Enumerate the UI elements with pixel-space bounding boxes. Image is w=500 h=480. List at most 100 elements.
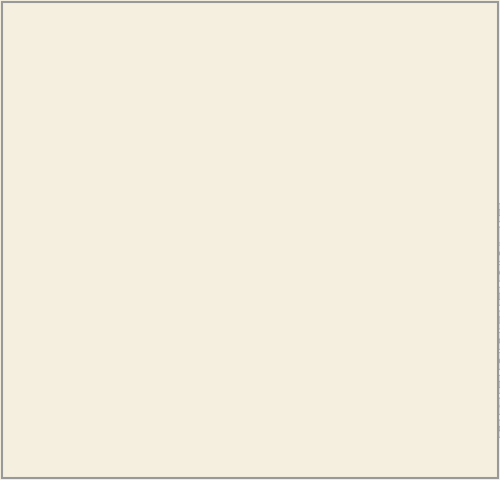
Circle shape <box>318 363 324 370</box>
Bar <box>326 338 334 339</box>
Circle shape <box>426 356 444 374</box>
Circle shape <box>54 315 60 322</box>
Circle shape <box>427 297 441 311</box>
Ellipse shape <box>340 314 342 317</box>
Circle shape <box>288 219 306 237</box>
Circle shape <box>380 289 388 298</box>
Circle shape <box>246 422 264 440</box>
Polygon shape <box>314 274 320 280</box>
Circle shape <box>92 197 110 216</box>
Ellipse shape <box>340 323 342 326</box>
Circle shape <box>5 351 23 369</box>
Circle shape <box>30 200 48 218</box>
Circle shape <box>394 322 402 330</box>
Circle shape <box>298 294 304 300</box>
Circle shape <box>466 199 484 216</box>
Circle shape <box>362 337 369 343</box>
Circle shape <box>202 330 220 348</box>
Circle shape <box>496 317 500 323</box>
Circle shape <box>95 355 113 373</box>
Circle shape <box>446 292 464 310</box>
Circle shape <box>278 289 288 299</box>
Circle shape <box>122 295 128 301</box>
Circle shape <box>400 249 406 254</box>
Circle shape <box>334 316 342 324</box>
Circle shape <box>470 229 476 235</box>
Ellipse shape <box>332 319 335 321</box>
Circle shape <box>376 290 388 302</box>
Circle shape <box>317 246 335 264</box>
Circle shape <box>431 301 438 307</box>
Ellipse shape <box>334 314 336 317</box>
Circle shape <box>323 333 337 347</box>
Circle shape <box>134 271 152 288</box>
Circle shape <box>79 314 91 326</box>
Circle shape <box>266 289 284 307</box>
Circle shape <box>315 335 333 353</box>
Circle shape <box>385 232 391 239</box>
Circle shape <box>380 294 384 299</box>
Bar <box>321 301 329 302</box>
Circle shape <box>432 293 439 300</box>
Circle shape <box>461 336 469 344</box>
Circle shape <box>429 385 436 391</box>
Circle shape <box>277 360 283 367</box>
Circle shape <box>419 283 433 297</box>
Circle shape <box>396 301 404 309</box>
Circle shape <box>358 254 363 259</box>
Circle shape <box>272 294 278 300</box>
Text: Stromal cells: Stromal cells <box>350 341 400 350</box>
Circle shape <box>334 380 352 398</box>
Circle shape <box>229 274 235 280</box>
Circle shape <box>280 293 291 304</box>
Bar <box>441 351 449 352</box>
Circle shape <box>80 290 84 294</box>
Circle shape <box>120 280 130 290</box>
Circle shape <box>192 363 198 369</box>
Circle shape <box>120 340 127 347</box>
Circle shape <box>269 291 282 304</box>
Circle shape <box>256 318 263 324</box>
Circle shape <box>103 338 110 344</box>
Circle shape <box>330 385 346 401</box>
Circle shape <box>13 229 19 236</box>
Circle shape <box>366 297 372 303</box>
Circle shape <box>32 230 38 237</box>
Circle shape <box>375 360 389 373</box>
Circle shape <box>70 315 88 333</box>
Circle shape <box>362 371 367 376</box>
Circle shape <box>14 317 20 323</box>
Circle shape <box>136 288 154 306</box>
Circle shape <box>158 423 176 442</box>
Circle shape <box>208 291 221 304</box>
Bar <box>451 311 459 312</box>
Ellipse shape <box>388 307 392 314</box>
Circle shape <box>119 291 131 303</box>
Circle shape <box>498 210 500 216</box>
Circle shape <box>249 374 267 392</box>
Ellipse shape <box>328 359 330 362</box>
Circle shape <box>102 255 109 261</box>
Circle shape <box>384 419 402 436</box>
Circle shape <box>47 243 65 262</box>
Circle shape <box>342 296 348 302</box>
Circle shape <box>76 396 94 414</box>
Circle shape <box>120 307 138 325</box>
Circle shape <box>430 351 442 363</box>
Circle shape <box>52 221 70 239</box>
Circle shape <box>449 427 455 433</box>
Circle shape <box>253 360 259 366</box>
Circle shape <box>380 242 398 260</box>
Circle shape <box>409 363 416 370</box>
Circle shape <box>74 252 80 259</box>
Circle shape <box>269 243 287 261</box>
Circle shape <box>462 337 468 342</box>
Circle shape <box>100 300 104 305</box>
Circle shape <box>333 362 345 374</box>
Circle shape <box>134 400 152 419</box>
Circle shape <box>273 316 280 323</box>
Circle shape <box>493 403 499 409</box>
Circle shape <box>278 385 284 392</box>
Circle shape <box>301 383 308 389</box>
Circle shape <box>464 418 482 436</box>
